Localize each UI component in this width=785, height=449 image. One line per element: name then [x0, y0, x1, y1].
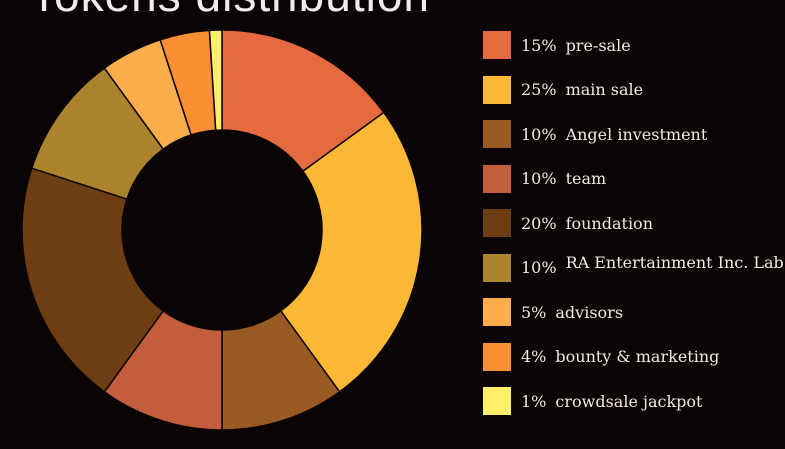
legend-label: advisors	[555, 302, 624, 322]
legend-swatch	[483, 75, 511, 104]
legend-percent: 25%	[521, 80, 557, 99]
legend-percent: 5%	[521, 302, 547, 322]
legend-label: pre-sale	[565, 35, 631, 55]
legend-item-pre-sale: 15% pre-sale	[483, 30, 784, 60]
legend-percent: 10%	[521, 258, 557, 277]
donut-chart	[21, 29, 423, 431]
legend-swatch	[483, 387, 511, 415]
legend-item-ra-entertainment-inc-lab: 10% RA Entertainment Inc. Lab	[483, 253, 784, 283]
legend-item-bounty-marketing: 4% bounty & marketing	[483, 342, 784, 372]
legend-swatch	[483, 342, 511, 371]
legend-swatch	[483, 164, 511, 193]
legend-label: bounty & marketing	[555, 347, 720, 366]
legend-percent: 15%	[521, 35, 557, 55]
chart-title: Tokens distribution	[30, 0, 430, 22]
legend-swatch	[483, 31, 511, 59]
legend-percent: 10%	[521, 169, 557, 188]
legend-label: Angel investment	[565, 124, 708, 144]
legend-percent: 1%	[521, 391, 547, 411]
legend-label: foundation	[565, 213, 653, 233]
legend-item-crowdsale-jackpot: 1% crowdsale jackpot	[483, 386, 784, 416]
chart-legend: 15% pre-sale 25% main sale 10% Angel investme…	[483, 30, 784, 431]
legend-swatch	[483, 298, 511, 326]
slice-crowdsale-jackpot	[208, 29, 223, 131]
legend-swatch	[483, 253, 511, 282]
slice-foundation	[21, 167, 165, 393]
legend-item-advisors: 5% advisors	[483, 297, 784, 327]
legend-percent: 10%	[521, 124, 557, 144]
legend-label: team	[565, 169, 607, 188]
legend-item-angel-investment: 10% Angel investment	[483, 119, 784, 149]
legend-percent: 20%	[521, 213, 557, 233]
legend-percent: 4%	[521, 347, 547, 366]
slice-main-sale	[279, 111, 423, 393]
legend-item-team: 10% team	[483, 164, 784, 194]
legend-swatch	[483, 209, 511, 237]
legend-item-main-sale: 25% main sale	[483, 75, 784, 105]
legend-label: crowdsale jackpot	[555, 391, 703, 411]
legend-item-foundation: 20% foundation	[483, 208, 784, 238]
legend-label: main sale	[565, 80, 644, 99]
legend-label: RA Entertainment Inc. Lab	[565, 253, 784, 272]
legend-swatch	[483, 120, 511, 148]
